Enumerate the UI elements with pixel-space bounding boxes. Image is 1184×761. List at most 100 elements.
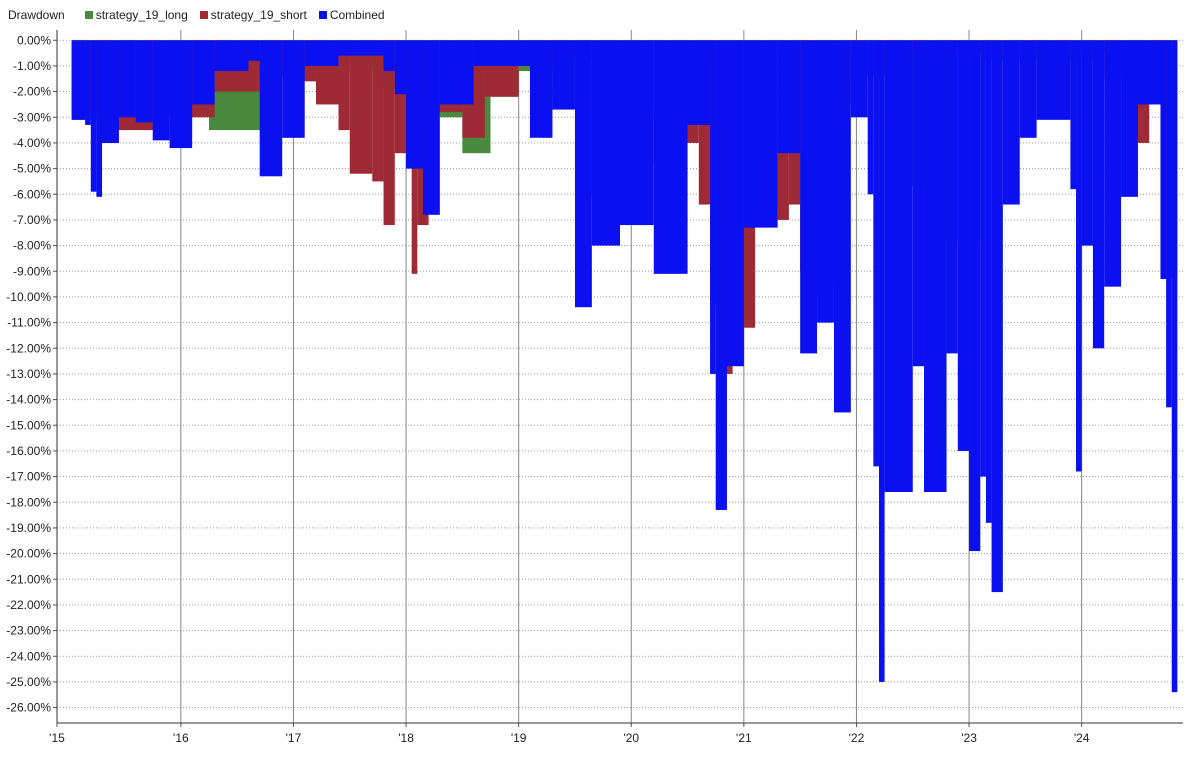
drawdown-bar-Combined — [1076, 40, 1082, 472]
drawdown-bar-strategy_19_short — [349, 40, 373, 174]
drawdown-bar-Combined — [214, 40, 249, 72]
drawdown-bar-Combined — [957, 40, 970, 451]
drawdown-bar-strategy_19_short — [338, 40, 350, 131]
drawdown-bar-Combined — [969, 40, 981, 552]
drawdown-bar-Combined — [653, 40, 688, 274]
x-tick-label: '16 — [173, 731, 189, 745]
y-tick-label: -7.00% — [13, 213, 51, 227]
y-tick-label: -24.00% — [6, 649, 51, 663]
drawdown-bar-Combined — [924, 40, 947, 493]
drawdown-bar-Combined — [96, 40, 103, 197]
drawdown-bar-Combined — [90, 40, 97, 192]
drawdown-bar-Combined — [1019, 40, 1037, 138]
y-tick-label: -1.00% — [13, 59, 51, 73]
drawdown-bar-Combined — [715, 40, 727, 510]
y-tick-label: -6.00% — [13, 187, 51, 201]
y-tick-label: -5.00% — [13, 162, 51, 176]
y-tick-label: -23.00% — [6, 624, 51, 638]
y-tick-label: -21.00% — [6, 572, 51, 586]
y-tick-label: -16.00% — [6, 444, 51, 458]
drawdown-bar-Combined — [1171, 40, 1178, 693]
drawdown-bar-Combined — [878, 40, 885, 682]
y-tick-label: -11.00% — [7, 316, 51, 330]
drawdown-bar-Combined — [574, 40, 592, 308]
drawdown-bar-Combined — [304, 40, 339, 66]
drawdown-bar-Combined — [529, 40, 553, 138]
drawdown-bar-Combined — [394, 40, 407, 95]
y-tick-label: -26.00% — [6, 701, 51, 715]
y-tick-label: -20.00% — [6, 547, 51, 561]
legend-item-long: strategy_19_long — [84, 8, 188, 22]
y-tick-label: -12.00% — [6, 341, 51, 355]
x-tick-label: '23 — [961, 731, 977, 745]
drawdown-bar-Combined — [985, 40, 992, 523]
y-tick-label: -9.00% — [13, 264, 51, 278]
legend-item-short: strategy_19_short — [199, 8, 307, 22]
drawdown-bar-Combined — [1081, 40, 1093, 246]
drawdown-bar-Combined — [169, 40, 193, 149]
drawdown-bar-Combined — [1036, 40, 1071, 120]
drawdown-bar-Combined — [259, 40, 283, 177]
x-tick-label: '15 — [49, 731, 65, 745]
drawdown-bar-Combined — [1160, 40, 1167, 279]
y-tick-label: -13.00% — [6, 367, 51, 381]
drawdown-bar-Combined — [1002, 40, 1020, 205]
y-tick-label: -15.00% — [6, 418, 51, 432]
x-tick-label: '17 — [286, 731, 302, 745]
drawdown-bar-Combined — [102, 40, 119, 143]
legend-label-short: strategy_19_short — [210, 8, 307, 22]
y-tick-label: -10.00% — [6, 290, 51, 304]
drawdown-bar-Combined — [338, 40, 384, 56]
x-tick-label: '18 — [398, 731, 414, 745]
legend-label-combined: Combined — [329, 8, 385, 22]
drawdown-bar-Combined — [620, 40, 654, 226]
drawdown-bar-Combined — [726, 40, 744, 367]
drawdown-bar-Combined — [884, 40, 913, 493]
drawdown-bar-Combined — [152, 40, 170, 141]
drawdown-bar-Combined — [85, 40, 91, 125]
y-tick-label: -2.00% — [13, 85, 51, 99]
drawdown-bar-Combined — [1166, 40, 1172, 408]
drawdown-bar-Combined — [439, 40, 474, 105]
drawdown-bar-Combined — [800, 40, 818, 354]
chart-title: Drawdown — [8, 8, 65, 22]
drawdown-bar-Combined — [980, 40, 986, 477]
drawdown-bar-strategy_19_short — [372, 40, 384, 182]
drawdown-bar-Combined — [383, 40, 395, 72]
drawdown-bar-Combined — [867, 40, 874, 195]
y-tick-label: -4.00% — [13, 136, 51, 150]
drawdown-bar-Combined — [1137, 40, 1161, 105]
drawdown-bar-Combined — [817, 40, 834, 323]
legend-swatch-combined — [318, 11, 327, 19]
y-tick-label: -18.00% — [6, 495, 51, 509]
legend-swatch-long — [84, 11, 93, 19]
drawdown-bar-Combined — [1070, 40, 1077, 190]
drawdown-bar-Combined — [743, 40, 778, 228]
legend: Drawdown strategy_19_long strategy_19_sh… — [8, 8, 397, 22]
drawdown-bar-Combined — [873, 40, 879, 467]
y-tick-label: 0.00% — [17, 33, 51, 47]
drawdown-bar-strategy_19_short — [383, 40, 395, 226]
drawdown-bar-Combined — [850, 40, 868, 118]
x-tick-label: '24 — [1074, 731, 1090, 745]
drawdown-bar-Combined — [422, 40, 440, 215]
drawdown-bar-Combined — [135, 40, 153, 123]
drawdown-bar-Combined — [248, 40, 260, 61]
legend-label-long: strategy_19_long — [95, 8, 188, 22]
drawdown-bar-Combined — [991, 40, 1003, 593]
x-tick-label: '22 — [849, 731, 865, 745]
x-tick-label: '20 — [623, 731, 639, 745]
y-tick-label: -8.00% — [13, 239, 51, 253]
drawdown-bar-Combined — [912, 40, 925, 367]
y-tick-label: -19.00% — [6, 521, 51, 535]
drawdown-bar-Combined — [118, 40, 136, 118]
drawdown-bar-Combined — [282, 40, 305, 138]
y-tick-label: -3.00% — [13, 110, 51, 124]
y-tick-label: -25.00% — [6, 675, 51, 689]
drawdown-bar-Combined — [552, 40, 575, 110]
drawdown-bar-Combined — [591, 40, 620, 246]
drawdown-bar-Combined — [1104, 40, 1122, 287]
drawdown-bar-Combined — [710, 40, 716, 374]
